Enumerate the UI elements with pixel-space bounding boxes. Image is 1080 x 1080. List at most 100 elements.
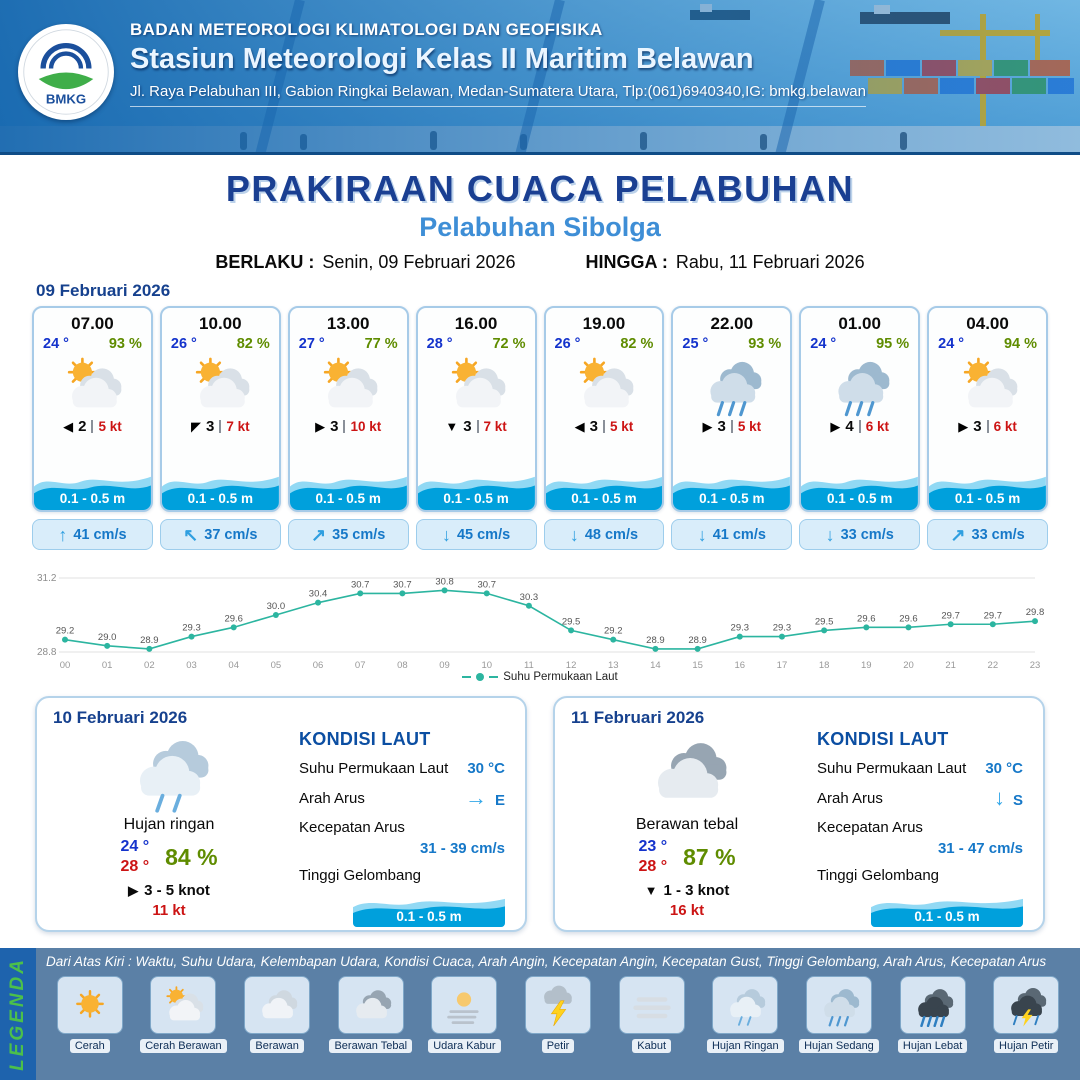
legend-item-label: Udara Kabur xyxy=(428,1039,501,1053)
forecast-card: 19.00 26 ° 82 % ◀ 3 5 kt 0.1 - 0.5 m xyxy=(543,306,665,550)
port-illustration xyxy=(0,0,1080,155)
current-direction-letter: S xyxy=(1012,792,1023,809)
wind-direction-icon: ◀ xyxy=(574,418,585,434)
sst-line-chart: 31.2 28.8 29.2 00 29.0 01 28.9 02 29.3 03 29.6 04 30… xyxy=(37,573,1044,670)
current-speed: 33 cm/s xyxy=(971,526,1025,543)
forecast-time: 04.00 xyxy=(966,314,1009,333)
day-wind: ▼ 1 - 3 knot xyxy=(645,882,730,899)
current-direction-icon: → xyxy=(464,785,487,810)
sea-title: KONDISI LAUT xyxy=(299,729,431,749)
svg-text:16: 16 xyxy=(734,660,745,670)
current-chip: ↓ 45 cm/s xyxy=(415,519,537,550)
temp-humidity-row: 27 ° 77 % xyxy=(290,334,407,352)
sst-chart-wrap: 31.2 28.8 29.2 00 29.0 01 28.9 02 29.3 03 29.6 04 30… xyxy=(35,562,1045,683)
sea-condition-panel: KONDISI LAUT Suhu Permukaan Laut 30 °C A… xyxy=(285,709,509,927)
temp-max: 28 ° xyxy=(638,858,668,875)
bmkg-logo-text: BMKG xyxy=(46,92,86,107)
svg-text:30.7: 30.7 xyxy=(477,579,496,590)
wind-gust: 7 kt xyxy=(226,419,250,434)
svg-text:29.2: 29.2 xyxy=(604,626,623,637)
weather-icon xyxy=(432,353,520,417)
forecast-card: 10.00 26 ° 82 % ◤ 3 7 kt 0.1 - 0.5 m xyxy=(159,306,281,550)
weather-icon xyxy=(944,353,1032,417)
berlaku-label: BERLAKU : xyxy=(215,252,315,272)
forecast-time: 13.00 xyxy=(326,314,370,333)
wind-speed: 3 xyxy=(717,418,726,435)
legend-icon-box xyxy=(712,976,779,1034)
day-card-1: 10 Februari 2026 Hujan ringan 24 ° 28 ° … xyxy=(35,696,527,932)
org-name: BADAN METEOROLOGI KLIMATOLOGI DAN GEOFIS… xyxy=(130,20,603,39)
day-humidity: 87 % xyxy=(683,843,736,870)
svg-text:29.7: 29.7 xyxy=(941,610,960,621)
svg-text:06: 06 xyxy=(313,660,324,670)
weather-icon xyxy=(560,353,648,417)
day-weather-icon xyxy=(624,729,750,815)
svg-text:29.6: 29.6 xyxy=(857,613,876,624)
weather-icon xyxy=(176,353,264,417)
forecast-time: 01.00 xyxy=(838,314,881,333)
wave-row: Tinggi Gelombang xyxy=(817,867,1023,884)
day-summary-row: 10 Februari 2026 Hujan ringan 24 ° 28 ° … xyxy=(0,696,1080,932)
wave-height-band: 0.1 - 0.5 m xyxy=(161,465,279,510)
header: BMKG BADAN METEOROLOGI KLIMATOLOGI DAN G… xyxy=(0,0,1080,155)
divider xyxy=(858,420,861,433)
air-temperature: 24 ° xyxy=(43,336,69,352)
wind-speed: 3 xyxy=(206,418,215,435)
sst-label: Suhu Permukaan Laut xyxy=(817,760,967,777)
temp-humidity-row: 24 ° 93 % xyxy=(34,334,151,352)
day-temps: 23 ° 28 ° xyxy=(638,837,667,877)
wind-gust: 6 kt xyxy=(865,419,889,434)
svg-text:29.3: 29.3 xyxy=(182,623,201,634)
temp-humidity-row: 24 ° 95 % xyxy=(801,334,918,352)
chart-legend: Suhu Permukaan Laut xyxy=(35,671,1045,683)
forecast-card-body: 04.00 24 ° 94 % ▶ 3 6 kt 0.1 - 0.5 m xyxy=(927,306,1048,512)
legend-dot-icon xyxy=(476,673,485,681)
legend-item: Berawan xyxy=(233,976,321,1053)
hingga-pair: HINGGA : Rabu, 11 Februari 2026 xyxy=(586,252,865,273)
day-weather-icon xyxy=(106,729,232,815)
current-speed-row: Kecepatan Arus xyxy=(817,819,1023,836)
hingga-label: HINGGA : xyxy=(585,252,668,272)
wave-height: 0.1 - 0.5 m xyxy=(443,491,509,506)
humidity: 95 % xyxy=(876,336,910,352)
current-speed-value: 31 - 47 cm/s xyxy=(937,840,1023,857)
forecast-card: 13.00 27 ° 77 % ▶ 3 10 kt 0.1 - 0.5 xyxy=(287,306,409,550)
wind-row: ▶ 3 10 kt xyxy=(290,418,407,435)
svg-text:30.0: 30.0 xyxy=(267,601,286,612)
forecast-card-body: 07.00 24 ° 93 % ◀ 2 5 kt 0.1 - 0.5 m xyxy=(32,306,153,512)
weather-icon xyxy=(530,983,586,1027)
wind-row: ▼ 3 7 kt xyxy=(418,418,535,435)
air-temperature: 24 ° xyxy=(938,336,965,352)
wind-gust: 5 kt xyxy=(98,419,122,434)
temp-humidity-row: 24 ° 94 % xyxy=(929,334,1046,352)
wind-gust: 5 kt xyxy=(737,419,762,434)
forecast-card: 16.00 28 ° 72 % ▼ 3 7 kt 0.1 - 0.5 m xyxy=(415,306,537,550)
wave-height-band: 0.1 - 0.5 m xyxy=(289,465,407,510)
sst-label: Suhu Permukaan Laut xyxy=(299,760,449,777)
wind-speed: 3 xyxy=(330,418,339,435)
wind-speed: 2 xyxy=(78,418,87,435)
air-temperature: 26 ° xyxy=(170,336,197,352)
wave-height-band: 0.1 - 0.5 m xyxy=(871,889,1023,927)
legend-item: Petir xyxy=(514,976,602,1053)
day-date: 11 Februari 2026 xyxy=(571,708,705,727)
wave-height-band: 0.1 - 0.5 m xyxy=(545,465,663,510)
current-direction-letter: E xyxy=(494,792,505,809)
legend-item: Hujan Lebat xyxy=(889,976,977,1053)
svg-text:18: 18 xyxy=(819,660,830,670)
hingga-value: Rabu, 11 Februari 2026 xyxy=(675,252,865,272)
day-weather-panel: Berawan tebal 23 ° 28 ° 87 % ▼ 1 - 3 kno… xyxy=(571,709,803,919)
wind-speed: 3 xyxy=(589,418,598,435)
day-stats: 23 ° 28 ° 87 % xyxy=(638,837,735,877)
current-speed: 35 cm/s xyxy=(332,526,386,543)
temp-min: 23 ° xyxy=(638,838,668,855)
humidity: 82 % xyxy=(236,336,270,352)
current-chip: ↗ 35 cm/s xyxy=(287,519,409,550)
current-direction-icon: ↗ xyxy=(950,524,966,545)
svg-text:28.9: 28.9 xyxy=(688,635,707,646)
current-chip: ↓ 41 cm/s xyxy=(671,519,793,550)
wind-range: 1 - 3 knot xyxy=(663,882,730,899)
svg-text:29.6: 29.6 xyxy=(899,613,918,624)
current-speed-value: 31 - 39 cm/s xyxy=(419,840,505,857)
wind-row: ▶ 3 5 kt xyxy=(673,418,790,435)
